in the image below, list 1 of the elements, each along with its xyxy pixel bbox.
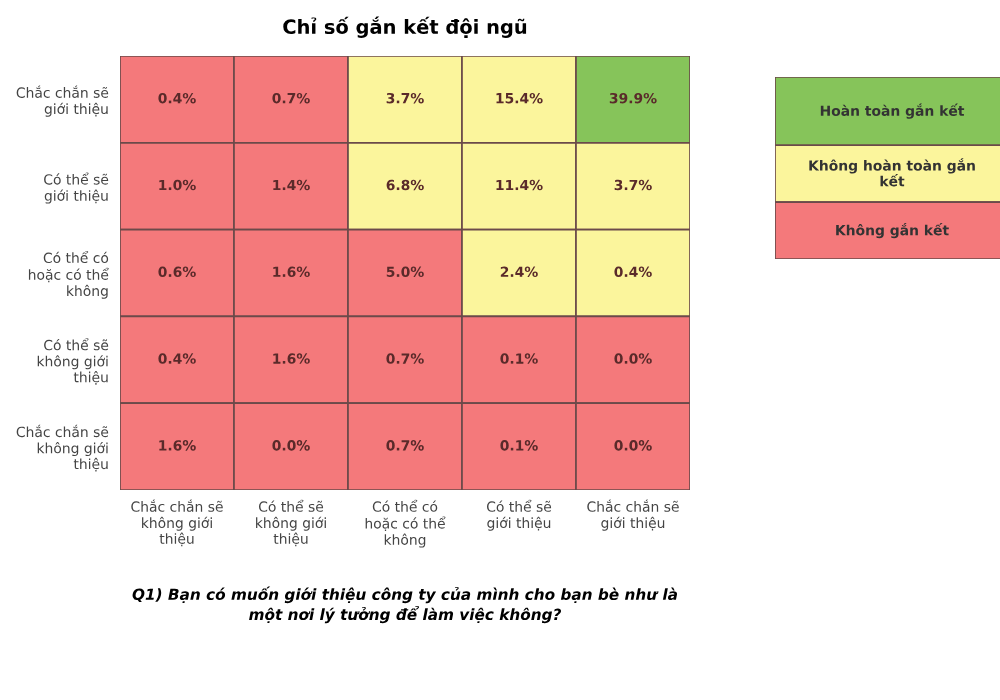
chart-title: Chỉ số gắn kết đội ngũ [283, 16, 527, 38]
